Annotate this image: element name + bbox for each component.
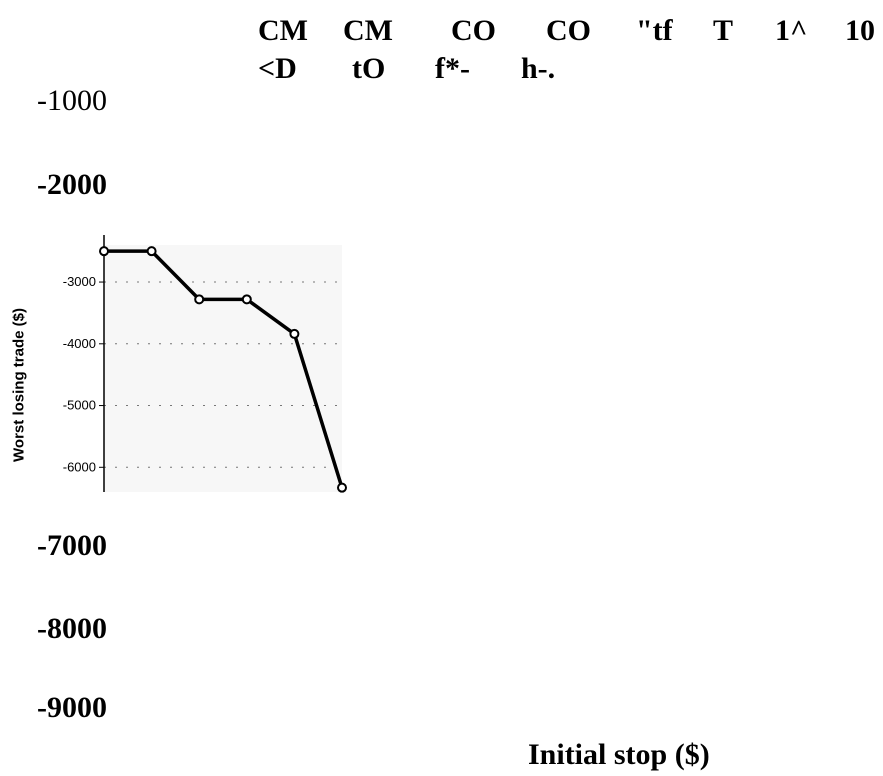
artifact-axis-minus-2000: -2000 bbox=[37, 168, 107, 201]
y-tick-label: -5000 bbox=[63, 398, 96, 413]
artifact-axis-minus-8000: -8000 bbox=[37, 612, 107, 645]
y-tick-label: -6000 bbox=[63, 459, 96, 474]
data-point bbox=[194, 294, 205, 305]
y-tick-label: -4000 bbox=[63, 336, 96, 351]
data-point bbox=[241, 294, 252, 305]
data-point bbox=[146, 246, 157, 257]
artifact-second-2: tO bbox=[352, 52, 386, 85]
data-point bbox=[289, 328, 300, 339]
artifact-top-8: 10 bbox=[845, 14, 875, 47]
artifact-top-6: T bbox=[713, 14, 734, 47]
artifact-top-7: 1^ bbox=[775, 14, 808, 47]
artifact-top-1: CM bbox=[258, 14, 308, 47]
artifact-axis-minus-9000: -9000 bbox=[37, 691, 107, 724]
series-line bbox=[102, 249, 344, 490]
artifact-axis-minus-7000: -7000 bbox=[37, 529, 107, 562]
data-point bbox=[99, 246, 109, 257]
artifact-second-3: f*- bbox=[435, 52, 470, 85]
data-point bbox=[337, 482, 347, 493]
artifact-top-3: CO bbox=[451, 14, 496, 47]
artifact-top-5: "tf bbox=[636, 14, 673, 47]
artifact-top-2: CM bbox=[343, 14, 393, 47]
artifact-second-4: h-. bbox=[521, 52, 556, 85]
artifact-top-4: CO bbox=[546, 14, 591, 47]
artifact-second-1: <D bbox=[258, 52, 297, 85]
y-tick-label: -3000 bbox=[63, 274, 96, 289]
plot-background bbox=[104, 245, 342, 492]
x-axis-title: Initial stop ($) bbox=[528, 738, 710, 771]
artifact-axis-minus-1000: -1000 bbox=[37, 84, 107, 117]
